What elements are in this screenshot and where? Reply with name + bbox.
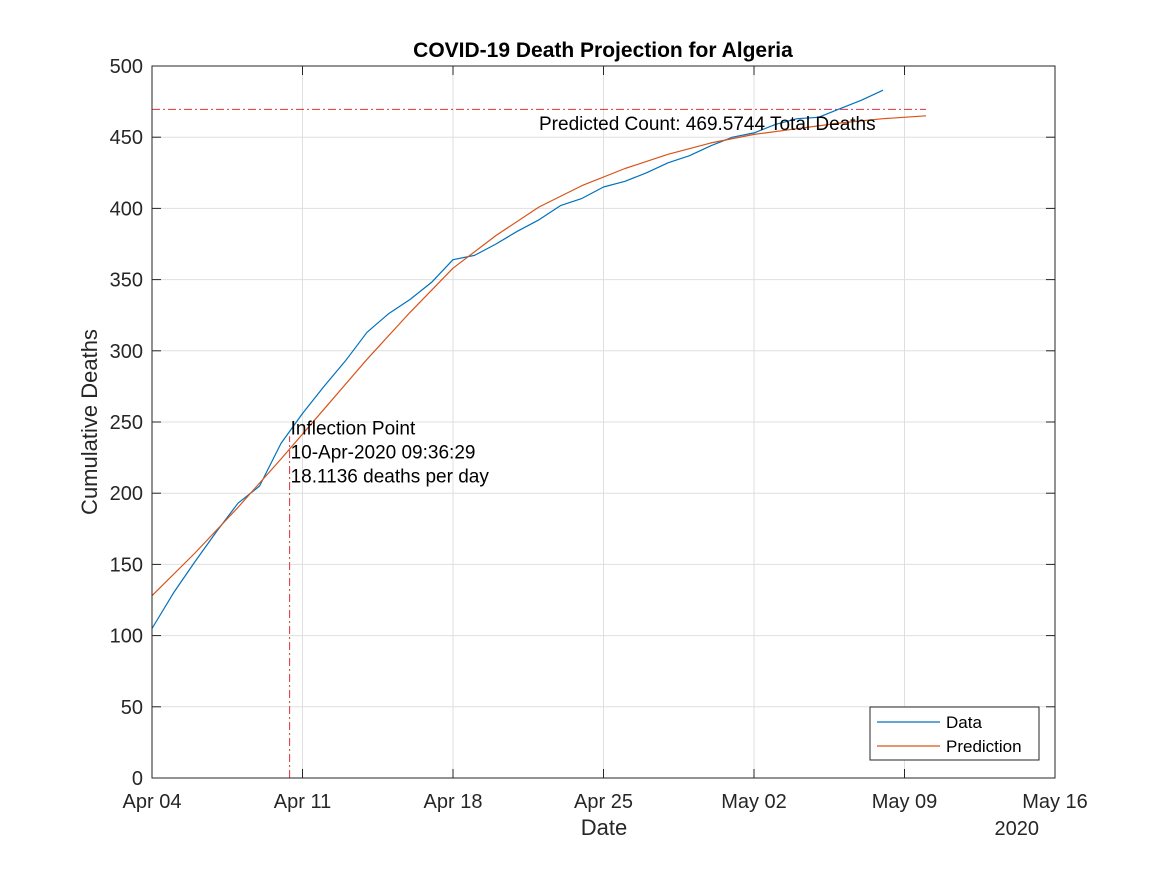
y-tick-label: 350 — [110, 270, 143, 292]
legend: Data Prediction — [869, 706, 1040, 761]
legend-label-prediction: Prediction — [946, 737, 1022, 756]
y-axis-label: Cumulative Deaths — [77, 329, 102, 515]
ticks: Apr 04 Apr 11 Apr 18 Apr 25 May 02 May 09 May … — [110, 56, 1088, 813]
y-tick-label: 200 — [110, 483, 143, 505]
x-tick-label: Apr 04 — [123, 791, 182, 813]
x-tick-label: May 16 — [1022, 791, 1088, 813]
annotation-inflection-line: 10-Apr-2020 09:36:29 — [291, 443, 476, 464]
series-line-data — [151, 89, 884, 629]
y-tick-label: 0 — [132, 768, 143, 790]
annotation-inflection-line: Inflection Point — [291, 419, 416, 440]
x-tick-label: Apr 25 — [574, 791, 633, 813]
annotation-inflection-line: 18.1136 deaths per day — [291, 467, 490, 488]
x-tick-label: May 02 — [721, 791, 787, 813]
series-line-prediction — [151, 115, 927, 597]
y-tick-label: 150 — [110, 554, 143, 576]
series-lines — [151, 89, 927, 629]
reference-lines — [152, 108, 926, 778]
x-tick-label: May 09 — [872, 791, 938, 813]
y-tick-label: 50 — [121, 697, 143, 719]
x-axis-label: Date — [581, 815, 627, 840]
y-tick-label: 500 — [110, 56, 143, 78]
x-axis-year-label: 2020 — [995, 818, 1040, 840]
annotations: Predicted Count: 469.5744 Total Deaths In… — [291, 114, 876, 488]
x-tick-label: Apr 11 — [274, 791, 331, 813]
chart-title: COVID-19 Death Projection for Algeria — [413, 39, 793, 62]
y-tick-label: 450 — [110, 127, 143, 149]
grid — [152, 66, 1055, 778]
y-tick-label: 400 — [110, 198, 143, 220]
legend-box — [869, 706, 1040, 761]
legend-label-data: Data — [946, 713, 982, 732]
y-tick-label: 300 — [110, 341, 143, 363]
x-tick-label: Apr 18 — [424, 791, 483, 813]
y-tick-label: 100 — [110, 626, 143, 648]
y-tick-label: 250 — [110, 412, 143, 434]
annotation-predicted-line: Predicted Count: 469.5744 Total Deaths — [539, 114, 876, 135]
